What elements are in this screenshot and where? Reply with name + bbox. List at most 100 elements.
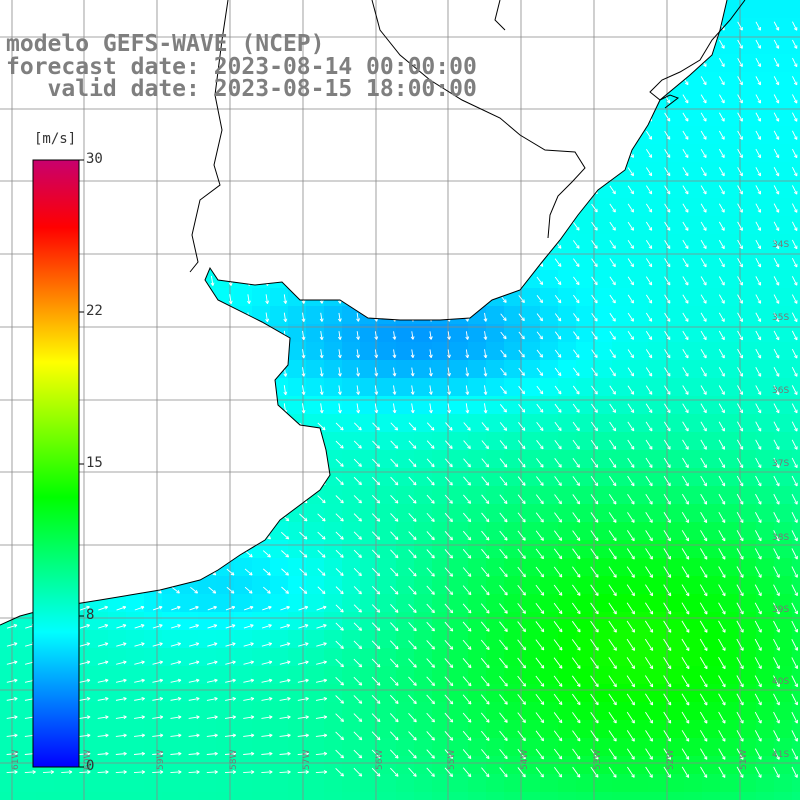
speed-cell <box>666 612 685 631</box>
wind-arrow <box>736 602 744 615</box>
speed-cell <box>702 774 721 793</box>
wind-arrow <box>429 21 433 32</box>
wind-arrow <box>483 112 488 123</box>
speed-cell <box>126 540 145 559</box>
wind-arrow <box>791 730 798 742</box>
speed-cell <box>666 666 685 685</box>
speed-cell <box>144 666 163 685</box>
speed-cell <box>0 558 19 577</box>
speed-cell <box>468 720 487 739</box>
wind-arrow <box>465 403 470 414</box>
wind-arrow <box>444 458 453 468</box>
speed-cell <box>180 450 199 469</box>
speed-cell <box>162 270 181 289</box>
wind-arrow <box>591 221 598 231</box>
wind-arrow <box>773 421 780 432</box>
wind-arrow <box>392 112 397 123</box>
wind-arrow <box>572 712 581 724</box>
wind-arrow <box>737 385 743 395</box>
wind-arrow <box>444 658 454 668</box>
speed-cell <box>180 558 199 577</box>
speed-cell <box>630 36 649 55</box>
speed-cell <box>270 540 289 559</box>
wind-arrow <box>353 622 363 631</box>
wind-arrow <box>645 566 653 578</box>
speed-cell <box>378 450 397 469</box>
wind-arrow <box>736 584 744 597</box>
speed-cell <box>792 270 800 289</box>
speed-cell <box>738 702 757 721</box>
wind-arrow <box>518 422 526 431</box>
speed-cell <box>144 216 163 235</box>
speed-cell <box>378 684 397 703</box>
wind-arrow <box>499 603 508 614</box>
wind-arrow <box>297 696 309 701</box>
wind-arrow <box>736 511 744 523</box>
speed-cell <box>522 648 541 667</box>
wind-arrow <box>700 421 707 432</box>
wind-arrow <box>518 203 526 213</box>
speed-cell <box>306 378 325 397</box>
wind-arrow <box>663 566 672 578</box>
speed-cell <box>684 630 703 649</box>
speed-cell <box>738 612 757 631</box>
speed-cell <box>414 270 433 289</box>
speed-cell <box>90 576 109 595</box>
speed-cell <box>234 414 253 433</box>
speed-cell <box>594 630 613 649</box>
wind-arrow <box>572 185 580 195</box>
wind-arrow <box>115 697 127 701</box>
wind-arrow <box>174 112 179 123</box>
speed-cell <box>630 684 649 703</box>
wind-arrow <box>590 457 599 468</box>
wind-arrow <box>119 257 124 268</box>
speed-cell <box>522 612 541 631</box>
speed-cell <box>486 576 505 595</box>
speed-cell <box>0 378 19 397</box>
speed-cell <box>774 414 793 433</box>
speed-cell <box>180 612 199 631</box>
speed-cell <box>234 432 253 451</box>
speed-cell <box>360 522 379 541</box>
wind-arrow <box>627 203 634 213</box>
wind-arrow <box>699 638 708 651</box>
speed-cell <box>378 792 397 800</box>
wind-arrow <box>627 349 634 359</box>
speed-cell <box>234 378 253 397</box>
wind-arrow <box>338 221 342 232</box>
wind-arrow <box>626 693 635 706</box>
wind-arrow <box>116 550 126 558</box>
speed-cell <box>666 720 685 739</box>
speed-cell <box>306 180 325 199</box>
speed-cell <box>450 432 469 451</box>
speed-cell <box>270 504 289 523</box>
speed-cell <box>720 162 739 181</box>
wind-arrow <box>572 457 580 468</box>
speed-cell <box>648 684 667 703</box>
speed-cell <box>792 612 800 631</box>
wind-arrow <box>426 640 435 650</box>
wind-arrow <box>517 675 526 687</box>
speed-cell <box>216 162 235 181</box>
speed-cell <box>666 774 685 793</box>
speed-cell <box>90 252 109 271</box>
wind-arrow <box>462 712 472 723</box>
wind-arrow <box>483 93 488 104</box>
wind-arrow <box>792 57 798 68</box>
wind-arrow <box>319 21 324 32</box>
speed-cell <box>36 774 55 793</box>
wind-arrow <box>682 385 689 395</box>
speed-cell <box>216 414 235 433</box>
speed-cell <box>288 738 307 757</box>
speed-cell <box>450 198 469 217</box>
speed-cell <box>648 306 667 325</box>
speed-cell <box>324 198 343 217</box>
wind-arrow <box>664 330 671 341</box>
wind-arrow <box>28 239 33 250</box>
wind-arrow <box>718 221 725 231</box>
wind-arrow <box>627 385 635 395</box>
wind-arrow <box>645 584 654 597</box>
wind-arrow <box>97 660 109 665</box>
speed-cell <box>126 666 145 685</box>
speed-cell <box>684 54 703 73</box>
